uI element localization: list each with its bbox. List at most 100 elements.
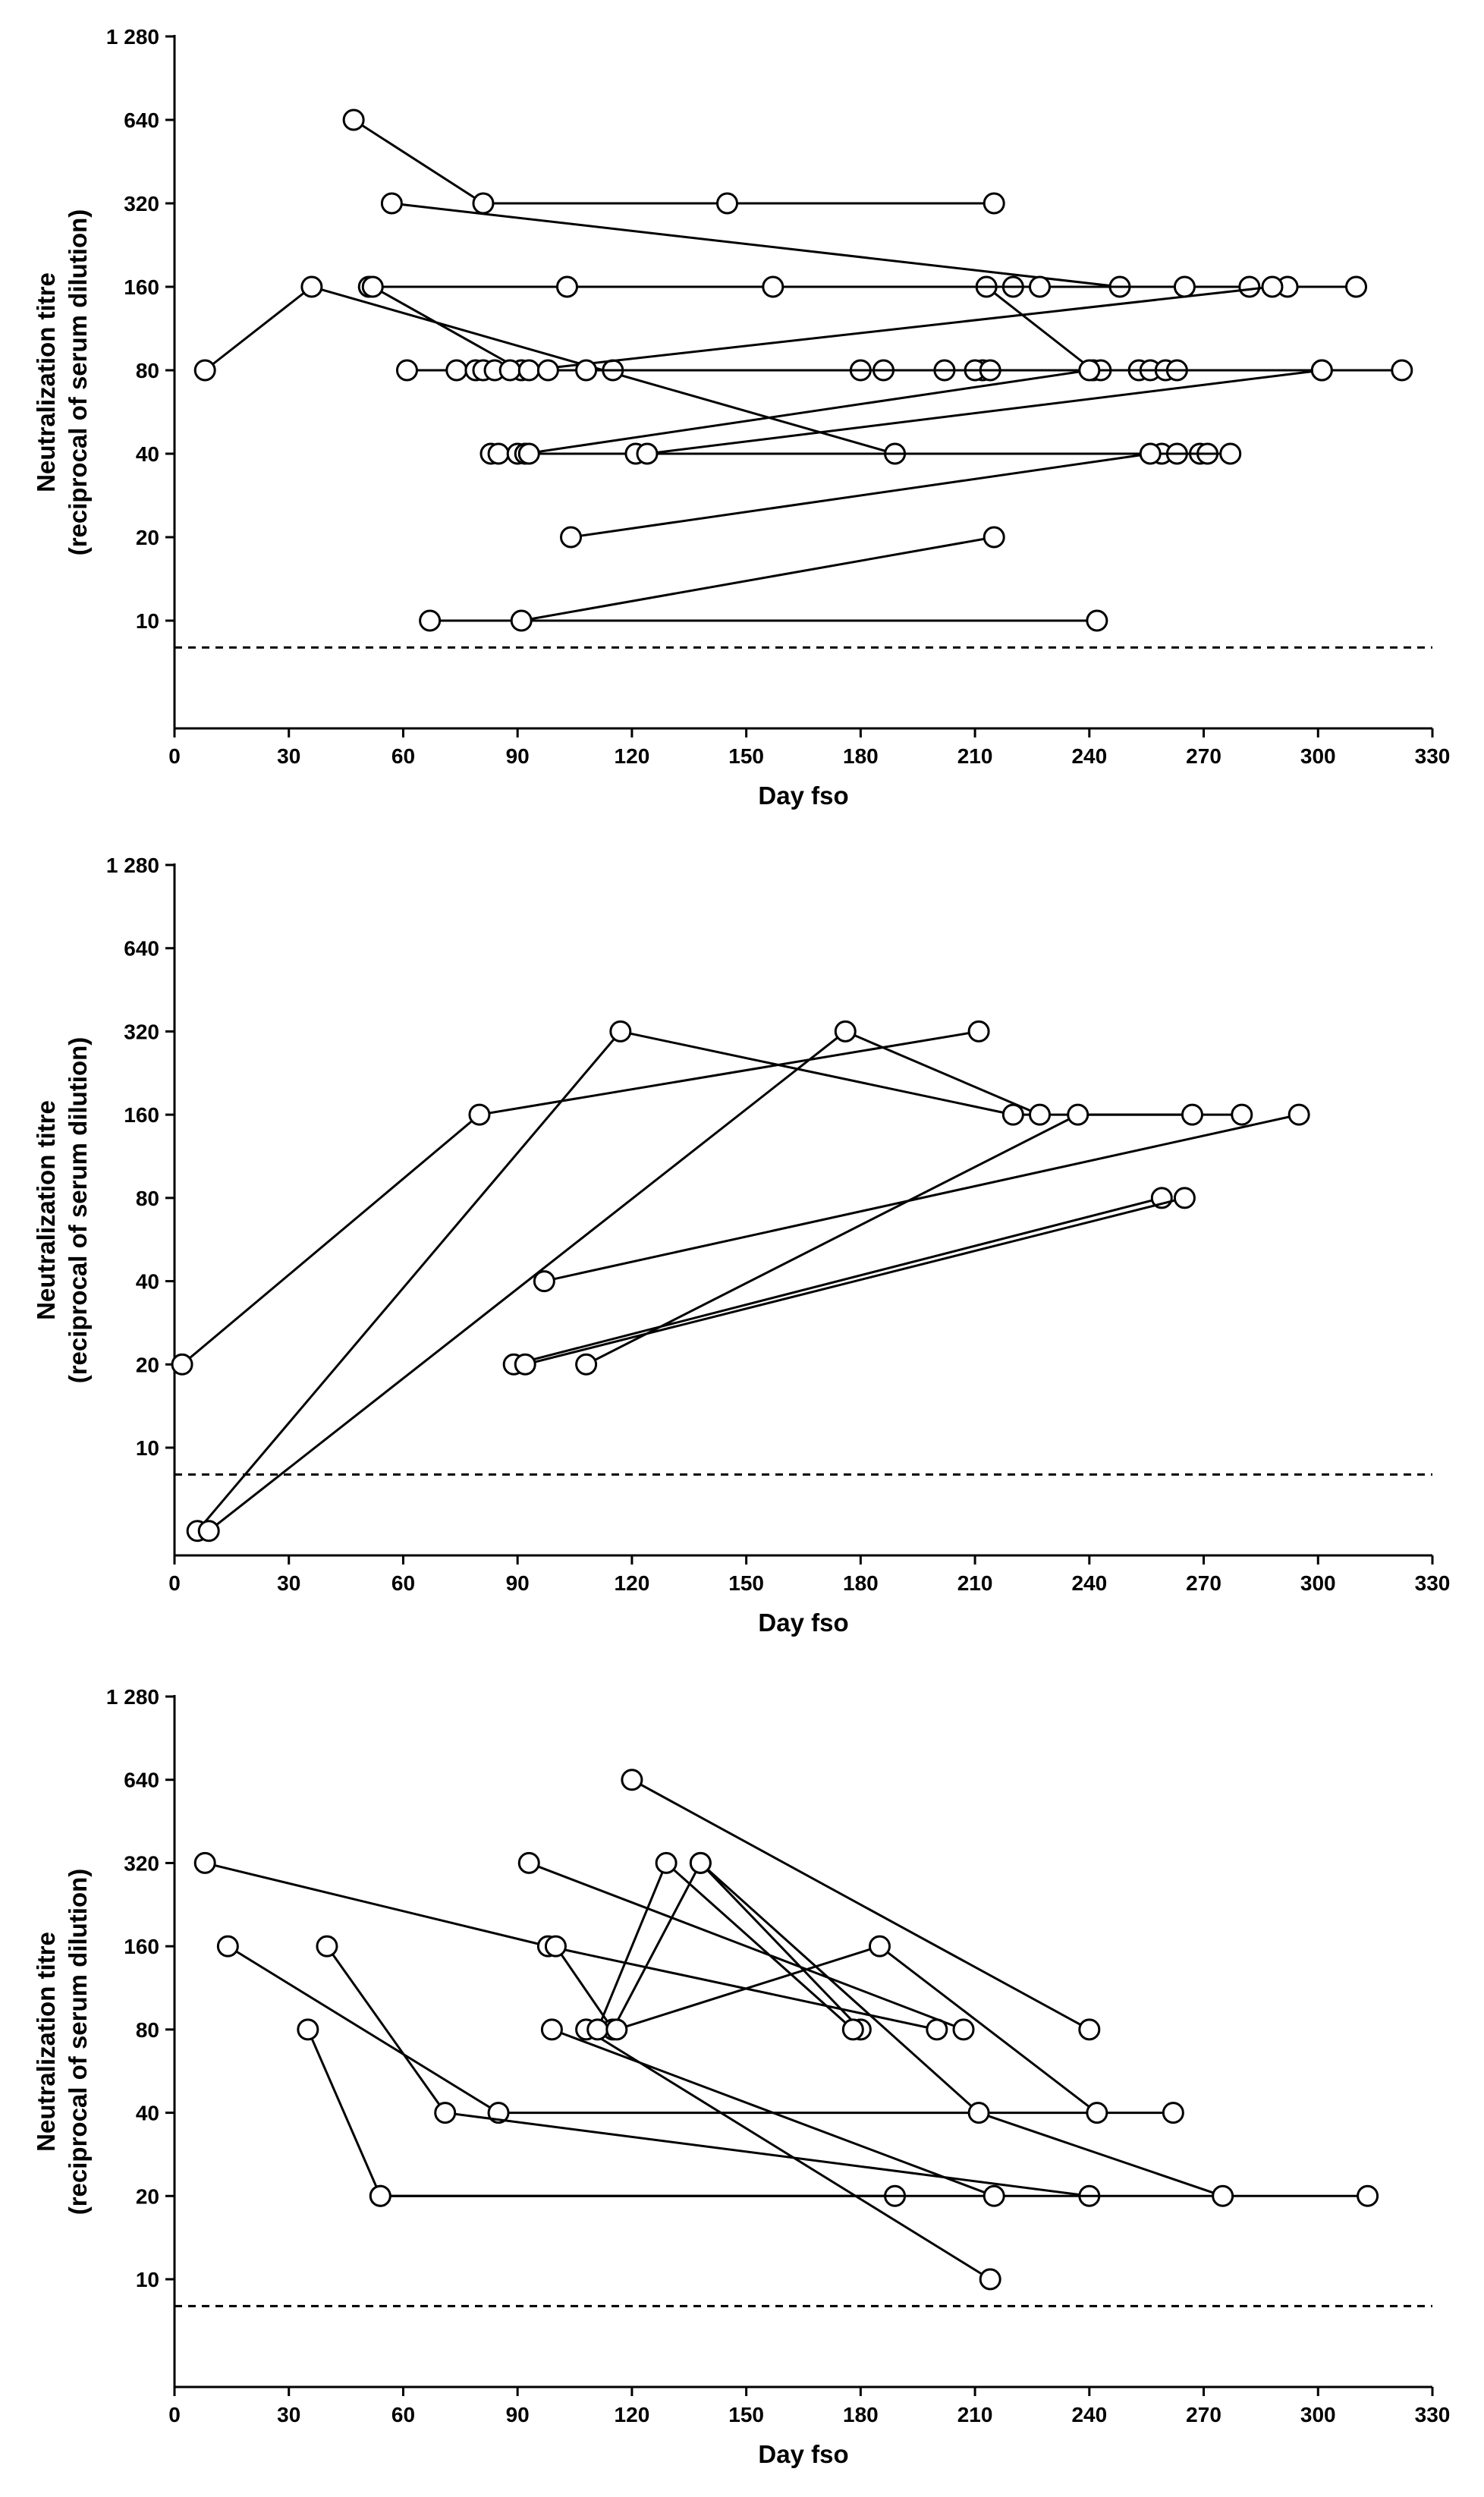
data-point <box>517 1851 540 1874</box>
data-point <box>834 1020 857 1043</box>
series-8 <box>540 2018 1005 2207</box>
series-11 <box>605 1935 1108 2124</box>
data-point <box>514 1353 536 1376</box>
series-segment <box>585 1113 1079 1366</box>
data-point <box>1287 1103 1310 1126</box>
data-point <box>952 2018 975 2041</box>
data-point <box>533 1270 555 1293</box>
x-tick-label: 270 <box>1186 744 1221 768</box>
series-segment <box>978 2112 1224 2197</box>
series-segment <box>571 452 1151 539</box>
series-segment <box>585 2028 991 2281</box>
y-tick-label: 40 <box>136 442 159 466</box>
data-point <box>536 359 559 382</box>
series-segment <box>612 1862 702 2030</box>
data-point <box>636 442 659 465</box>
y-axis-title-line-2: (reciprocal of serum dilution) <box>64 1037 92 1384</box>
series-segment <box>204 285 313 372</box>
series-segment <box>445 2112 1090 2197</box>
data-point <box>967 1020 990 1043</box>
series-2 <box>380 192 1131 298</box>
data-point <box>967 2102 990 2124</box>
data-point <box>1086 2102 1108 2124</box>
data-point <box>1261 275 1284 298</box>
series-segment <box>353 118 484 205</box>
x-tick-label: 150 <box>728 2403 764 2426</box>
data-point <box>361 275 384 298</box>
data-point <box>171 1353 193 1376</box>
series-9 <box>1276 275 1368 298</box>
data-point <box>193 359 216 382</box>
data-point <box>621 1769 643 1791</box>
data-point <box>983 192 1005 215</box>
data-point <box>1139 442 1162 465</box>
y-tick-label: 320 <box>124 1851 159 1875</box>
series-22 <box>514 359 1101 465</box>
data-point <box>605 2018 628 2041</box>
series-25 <box>636 359 1333 465</box>
y-tick-label: 160 <box>124 1103 159 1127</box>
series-18 <box>575 359 598 382</box>
x-axis-title: Day fso <box>758 1609 848 1637</box>
x-tick-label: 60 <box>391 744 415 768</box>
y-tick-label: 640 <box>124 1769 159 1792</box>
data-point <box>434 2102 457 2124</box>
data-point <box>1029 275 1052 298</box>
data-point <box>380 192 403 215</box>
data-point <box>300 275 323 298</box>
data-point <box>655 1851 678 1874</box>
data-point <box>841 2018 864 2041</box>
data-point <box>468 1103 491 1126</box>
data-point <box>762 275 784 298</box>
series-segment <box>197 1030 621 1532</box>
series-segment <box>520 536 995 622</box>
y-tick-label: 1 280 <box>106 1685 159 1709</box>
series-3 <box>716 192 739 215</box>
x-tick-label: 300 <box>1300 2403 1336 2426</box>
series-7 <box>575 1103 1203 1376</box>
data-point <box>1067 1103 1089 1126</box>
data-point <box>983 526 1005 549</box>
data-point <box>369 2184 391 2207</box>
y-axis-title-line-1: Neutralization titre <box>32 1932 60 2152</box>
y-axis-title-line-2: (reciprocal of serum dilution) <box>64 209 92 556</box>
data-point <box>517 442 540 465</box>
series-segment <box>616 1945 880 2031</box>
y-tick-label: 80 <box>136 2018 159 2042</box>
y-tick-label: 640 <box>124 108 159 132</box>
series-segment <box>700 1862 862 2030</box>
y-tick-label: 1 280 <box>106 854 159 877</box>
series-segment <box>528 1862 964 2031</box>
data-point <box>510 609 533 632</box>
data-point <box>193 1851 216 1874</box>
data-point <box>395 359 418 382</box>
x-tick-label: 240 <box>1071 744 1107 768</box>
series-segment <box>700 1862 980 2114</box>
x-tick-label: 30 <box>277 2403 300 2426</box>
data-point <box>1345 275 1368 298</box>
x-tick-label: 300 <box>1300 1571 1336 1595</box>
y-tick-label: 10 <box>136 2268 159 2291</box>
series-segment <box>208 1030 847 1532</box>
y-axis-title-line-1: Neutralization titre <box>32 1100 60 1320</box>
series-segment <box>181 1113 480 1366</box>
data-point <box>1391 359 1413 382</box>
x-tick-label: 210 <box>957 1571 993 1595</box>
series-17 <box>536 359 1333 382</box>
series-2 <box>216 1935 1184 2124</box>
data-point <box>575 1353 598 1376</box>
series-1 <box>171 1020 990 1376</box>
series-segment <box>204 1861 549 1948</box>
y-tick-label: 320 <box>124 1020 159 1043</box>
x-tick-label: 150 <box>728 1571 764 1595</box>
series-8 <box>762 275 1196 298</box>
series-27 <box>419 609 1108 632</box>
series-segment <box>227 1945 499 2114</box>
data-point <box>1086 609 1108 632</box>
data-point <box>1029 1103 1052 1126</box>
y-tick-label: 10 <box>136 1436 159 1460</box>
data-point <box>555 275 578 298</box>
data-point <box>1212 2184 1234 2207</box>
series-segment <box>524 1197 1185 1366</box>
